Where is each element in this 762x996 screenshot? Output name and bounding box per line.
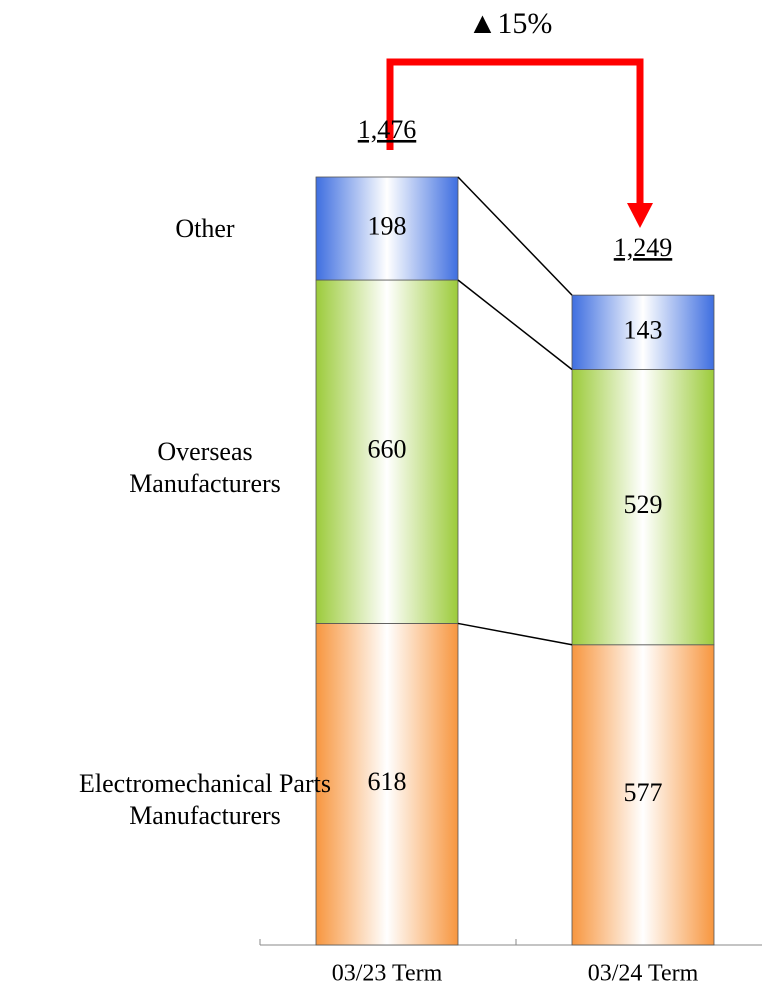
- value-label: 618: [368, 767, 407, 796]
- bar-segment: [571, 644, 715, 946]
- bar-segment: [571, 294, 715, 370]
- value-label: 577: [624, 778, 663, 807]
- bar-segment: [315, 623, 459, 946]
- series-label: Overseas Manufacturers: [129, 436, 281, 498]
- connector: [457, 176, 573, 296]
- connector: [457, 622, 573, 646]
- total-label: 1,249: [614, 233, 673, 262]
- x-tick-label: 03/24 Term: [588, 961, 699, 987]
- change-arrow: [386, 58, 644, 205]
- series-label: Electromechanical Parts Manufacturers: [79, 769, 331, 831]
- bar-segment: [315, 279, 459, 624]
- value-label: 198: [368, 211, 407, 240]
- x-tick-label: 03/23 Term: [332, 961, 443, 987]
- arrow-head: [627, 203, 653, 228]
- connector: [457, 279, 573, 371]
- change-annotation: ▲15%: [468, 7, 553, 40]
- total-label: 1,476: [358, 115, 417, 144]
- value-label: 529: [624, 490, 663, 519]
- value-label: 143: [624, 315, 663, 344]
- bar-segment: [571, 369, 715, 646]
- value-label: 660: [368, 435, 407, 464]
- bar-segment: [315, 176, 459, 281]
- series-label: Other: [175, 213, 235, 243]
